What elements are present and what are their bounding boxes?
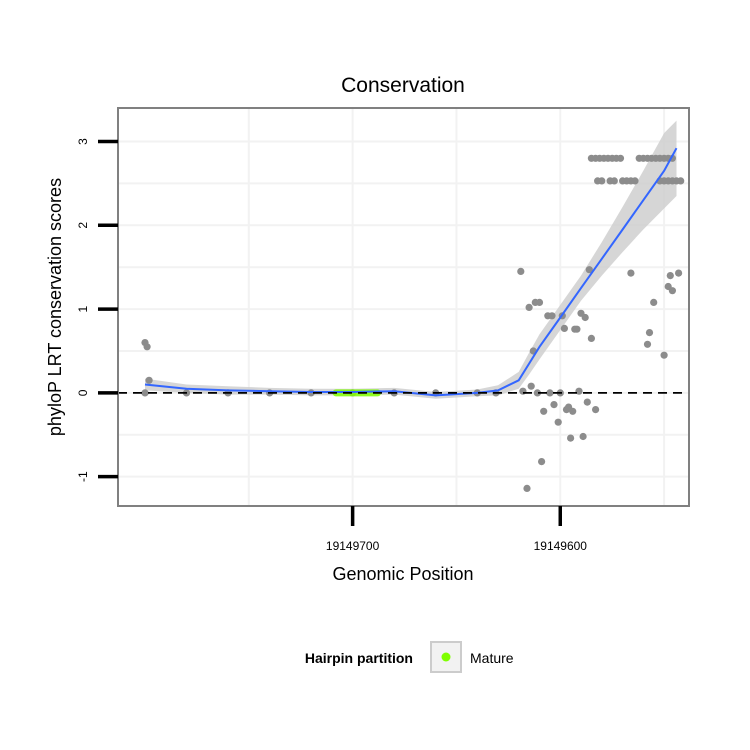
data-point (645, 329, 654, 337)
data-point (575, 387, 583, 395)
data-point (627, 269, 635, 277)
smooth-fit (144, 147, 678, 397)
y-tick-label: 2 (76, 222, 90, 229)
data-point (585, 266, 593, 274)
data-point (535, 298, 544, 306)
data-point (616, 154, 625, 162)
x-tick-label: 19149700 (326, 539, 380, 553)
data-point (569, 407, 577, 415)
y-tick-label: -1 (76, 471, 90, 482)
data-point (143, 343, 151, 351)
data-point (666, 272, 674, 280)
confidence-band (145, 120, 677, 399)
data-point (141, 389, 149, 397)
data-point (546, 389, 554, 397)
data-point (610, 177, 618, 185)
x-axis: 19149700 19149600 (326, 506, 587, 553)
confidence-ribbon (145, 120, 677, 399)
data-point (538, 458, 546, 466)
data-point (677, 177, 685, 185)
y-tick-label: 0 (76, 389, 90, 396)
data-point (548, 312, 556, 320)
data-point (540, 407, 548, 415)
plot-panel (117, 107, 690, 507)
y-axis-label: phyloP LRT conservation scores (45, 178, 65, 436)
data-point (533, 389, 542, 397)
data-point (550, 401, 558, 409)
data-point (525, 303, 533, 311)
data-point (660, 351, 668, 359)
data-point (523, 484, 531, 492)
data-point (567, 434, 575, 442)
legend-key-mature-icon (441, 652, 451, 662)
data-point (675, 269, 683, 277)
y-tick-label: 1 (76, 305, 90, 312)
data-point (517, 267, 525, 275)
chart-title: Conservation (341, 74, 465, 97)
data-point (631, 177, 639, 185)
x-axis-label: Genomic Position (332, 564, 473, 584)
data-point (554, 418, 562, 426)
panel-border (117, 107, 690, 507)
data-point (579, 432, 587, 441)
data-point (592, 406, 600, 414)
data-point (668, 287, 677, 295)
data-point (560, 324, 569, 332)
data-point (573, 325, 581, 333)
data-point (581, 313, 589, 322)
smooth-line (144, 147, 678, 397)
x-tick-label: 19149600 (534, 539, 588, 553)
y-axis: -1 0 1 2 3 (76, 138, 118, 482)
legend-title: Hairpin partition (305, 650, 413, 666)
data-point (527, 382, 535, 390)
data-point (650, 298, 658, 306)
data-point (145, 376, 153, 384)
data-point (587, 334, 596, 342)
data-point (583, 398, 591, 406)
panel-background (118, 108, 689, 506)
data-point (598, 177, 606, 185)
legend: Hairpin partition Mature (305, 641, 514, 673)
data-point (643, 340, 652, 348)
legend-label-mature: Mature (470, 650, 514, 666)
y-tick-label: 3 (76, 138, 90, 145)
